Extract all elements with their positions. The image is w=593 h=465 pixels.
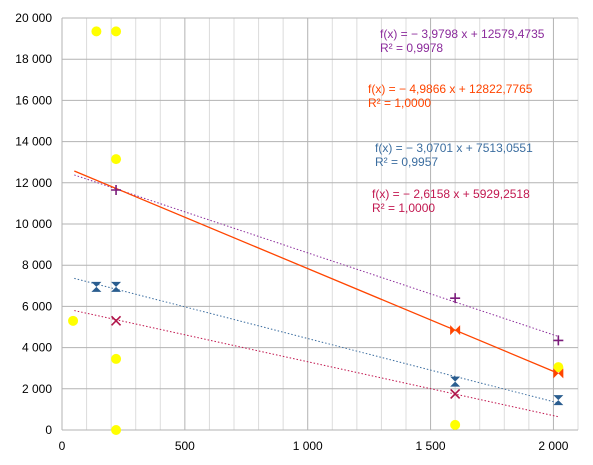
trendline-series-3	[74, 277, 559, 404]
y-tick-label: 6 000	[22, 299, 52, 313]
point-series-0	[111, 425, 122, 435]
data-points	[68, 26, 564, 435]
point-series-1	[553, 335, 564, 346]
trendline-series-4	[74, 310, 559, 418]
y-tick-label: 0	[45, 423, 52, 437]
y-tick-label: 12 000	[15, 176, 52, 190]
equation-series-3: f(x) = − 3,0701 x + 7513,0551	[375, 141, 533, 155]
grid	[61, 17, 579, 431]
point-series-1	[450, 293, 461, 304]
trendlines	[74, 170, 559, 418]
r-squared-series-4: R² = 1,0000	[372, 201, 435, 215]
y-tick-label: 20 000	[15, 11, 52, 25]
point-series-0	[111, 154, 122, 165]
point-series-2	[553, 368, 564, 379]
point-series-3	[111, 281, 122, 292]
r-squared-series-3: R² = 0,9957	[375, 155, 438, 169]
point-series-0	[111, 353, 122, 364]
x-tick-label: 2 000	[538, 439, 568, 453]
point-series-4	[110, 315, 122, 326]
point-series-4	[450, 388, 461, 400]
y-tick-label: 2 000	[22, 382, 52, 396]
x-tick-label: 500	[175, 439, 195, 453]
equation-series-2: f(x) = − 4,9866 x + 12822,7765	[368, 82, 533, 96]
x-tick-label: 1 500	[416, 439, 446, 453]
point-series-0	[450, 419, 461, 430]
point-series-1	[111, 185, 122, 196]
r-squared-series-2: R² = 1,0000	[368, 96, 431, 110]
point-series-3	[91, 281, 102, 292]
trendline-series-2	[74, 170, 559, 374]
point-series-0	[111, 26, 122, 37]
y-tick-label: 18 000	[15, 52, 52, 66]
point-series-3	[450, 376, 461, 387]
r-squared-series-1: R² = 0,9978	[380, 41, 443, 55]
point-series-0	[68, 315, 79, 326]
point-series-0	[91, 26, 102, 37]
y-tick-label: 16 000	[15, 93, 52, 107]
equation-series-4: f(x) = − 2,6158 x + 5929,2518	[372, 187, 530, 201]
point-series-2	[450, 325, 461, 336]
x-tick-label: 0	[59, 439, 66, 453]
trendline-series-1	[74, 174, 559, 337]
equation-series-1: f(x) = − 3,9798 x + 12579,4735	[380, 27, 545, 41]
y-tick-label: 14 000	[15, 135, 52, 149]
point-series-3	[553, 395, 564, 406]
y-tick-label: 8 000	[22, 258, 52, 272]
axis-ticks: 0 2 000 4 000 6 000 8 000 10 000 12 000 14 000 1…	[15, 11, 568, 453]
y-tick-label: 10 000	[15, 217, 52, 231]
point-series-0	[553, 362, 564, 373]
y-tick-label: 4 000	[22, 341, 52, 355]
x-tick-label: 1 000	[293, 439, 323, 453]
